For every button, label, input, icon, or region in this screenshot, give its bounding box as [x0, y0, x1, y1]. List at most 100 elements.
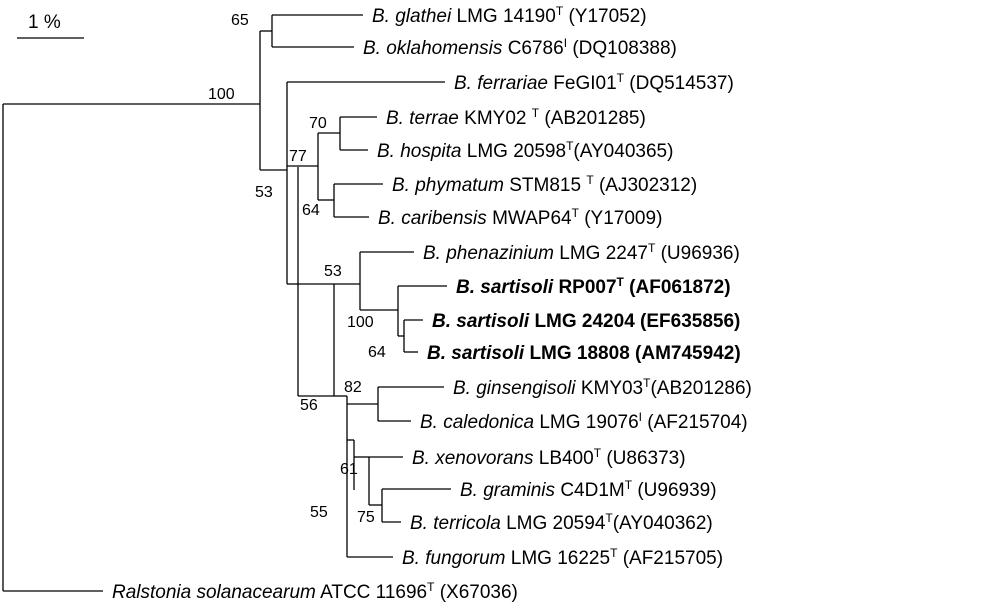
taxon-label-hospita: B. hospita LMG 20598T(AY040365) [377, 139, 673, 162]
accession-number: (Y17009) [584, 208, 662, 229]
species-name: B. ferrariae [454, 73, 548, 94]
taxon-label-graminis: B. graminis C4D1MT (U96939) [460, 478, 717, 501]
bootstrap-value: 100 [208, 86, 235, 103]
bootstrap-value: 100 [347, 314, 374, 331]
accession-number: (AY040362) [613, 513, 713, 534]
taxon-label-xenovorans: B. xenovorans LB400T (U86373) [412, 446, 686, 469]
species-name: B. oklahomensis [363, 38, 503, 59]
strain-id: C6786 [508, 38, 564, 59]
taxon-label-phymatum: B. phymatum STM815 T (AJ302312) [392, 173, 697, 196]
species-name: B. graminis [460, 480, 556, 501]
accession-number: (U96936) [661, 243, 740, 264]
bootstrap-value: 61 [340, 461, 358, 478]
species-name: B. terricola [410, 513, 501, 534]
taxon-label-sartisoli-rp007: B. sartisoli RP007T (AF061872) [456, 275, 731, 298]
accession-number: (X67036) [440, 582, 518, 603]
species-name: B. phenazinium [423, 243, 554, 264]
strain-id: STM815 [509, 175, 581, 196]
accession-number: (EF635856) [640, 311, 740, 332]
bootstrap-value: 75 [357, 509, 375, 526]
tree-branches [2, 14, 451, 592]
taxon-label-caribensis: B. caribensis MWAP64T (Y17009) [378, 206, 662, 229]
type-strain-mark: T [617, 71, 625, 85]
species-name: B. terrae [386, 108, 459, 129]
strain-id: LMG 20594 [506, 513, 606, 534]
bootstrap-value: 77 [289, 148, 307, 165]
bootstrap-value: 70 [309, 115, 327, 132]
accession-number: (DQ514537) [629, 73, 734, 94]
bootstrap-value: 53 [324, 263, 342, 280]
type-strain-mark: T [605, 511, 613, 525]
bootstrap-value: 56 [300, 397, 318, 414]
bootstrap-value: 65 [231, 12, 249, 29]
taxon-label-ginsengisoli: B. ginsengisoli KMY03T(AB201286) [453, 376, 752, 399]
strain-id: LMG 2247 [559, 243, 648, 264]
bootstrap-values: 65 100 70 77 53 64 53 100 64 82 56 61 75… [208, 12, 386, 526]
species-name: B. sartisoli [432, 311, 530, 332]
type-strain-mark: T [643, 376, 651, 390]
accession-number: (AM745942) [635, 343, 741, 364]
strain-id: KMY03 [581, 378, 643, 399]
strain-id: KMY02 [464, 108, 526, 129]
accession-number: (U86373) [606, 448, 685, 469]
accession-number: (AJ302312) [599, 175, 697, 196]
species-name: B. sartisoli [427, 343, 525, 364]
bootstrap-value: 82 [344, 379, 362, 396]
taxon-label-ralstonia: Ralstonia solanacearum ATCC 11696T (X670… [112, 580, 518, 603]
species-name: B. xenovorans [412, 448, 534, 469]
bootstrap-value: 55 [310, 504, 328, 521]
bootstrap-value: 53 [255, 184, 273, 201]
type-strain-mark: T [427, 580, 435, 594]
species-name: B. ginsengisoli [453, 378, 576, 399]
strain-id: LB400 [539, 448, 594, 469]
species-name: B. caribensis [378, 208, 487, 229]
taxon-label-oklahomensis: B. oklahomensis C6786I (DQ108388) [363, 36, 677, 59]
species-name: B. fungorum [402, 548, 506, 569]
taxon-label-terricola: B. terricola LMG 20594T(AY040362) [410, 511, 713, 534]
taxon-label-sartisoli-24204: B. sartisoli LMG 24204 (EF635856) [432, 311, 740, 332]
type-strain-mark: T [532, 106, 540, 120]
type-strain-mark: T [556, 4, 564, 18]
species-name: B. caledonica [420, 412, 534, 433]
bootstrap-value: 64 [368, 344, 386, 361]
strain-id: LMG 16225 [511, 548, 610, 569]
strain-id: ATCC 11696 [320, 582, 427, 603]
species-name: B. glathei [372, 6, 452, 27]
species-name: B. hospita [377, 141, 462, 162]
type-strain-mark: I [639, 410, 642, 424]
type-strain-mark: T [566, 139, 574, 153]
strain-id: LMG 19076 [539, 412, 638, 433]
scale-bar: 1 % [17, 12, 84, 39]
accession-number: (AF215705) [623, 548, 723, 569]
species-name: Ralstonia solanacearum [112, 582, 316, 603]
taxon-label-phenazinium: B. phenazinium LMG 2247T (U96936) [423, 241, 740, 264]
strain-id: RP007 [558, 277, 616, 298]
type-strain-mark: T [648, 241, 656, 255]
accession-number: (AF061872) [629, 277, 730, 298]
taxon-label-glathei: B. glathei LMG 14190T (Y17052) [372, 4, 647, 27]
type-strain-mark: T [617, 275, 625, 289]
taxon-labels: B. glathei LMG 14190T (Y17052) B. oklaho… [112, 4, 752, 603]
accession-number: (U96939) [637, 480, 716, 501]
taxon-label-caledonica: B. caledonica LMG 19076I (AF215704) [420, 410, 748, 433]
taxon-label-fungorum: B. fungorum LMG 16225T (AF215705) [402, 546, 723, 569]
strain-id: LMG 20598 [467, 141, 566, 162]
strain-id: LMG 24204 [534, 311, 635, 332]
strain-id: C4D1M [560, 480, 624, 501]
species-name: B. phymatum [392, 175, 504, 196]
accession-number: (AF215704) [647, 412, 747, 433]
taxon-label-terrae: B. terrae KMY02 T (AB201285) [386, 106, 646, 129]
scale-bar-label: 1 % [28, 12, 61, 33]
taxon-label-sartisoli-18808: B. sartisoli LMG 18808 (AM745942) [427, 343, 741, 364]
type-strain-mark: T [610, 546, 618, 560]
accession-number: (AY040365) [573, 141, 673, 162]
strain-id: MWAP64 [492, 208, 572, 229]
bootstrap-value: 64 [302, 202, 320, 219]
type-strain-mark: I [564, 36, 567, 50]
species-name: B. sartisoli [456, 277, 554, 298]
type-strain-mark: T [572, 206, 580, 220]
accession-number: (DQ108388) [572, 38, 677, 59]
accession-number: (Y17052) [568, 6, 646, 27]
